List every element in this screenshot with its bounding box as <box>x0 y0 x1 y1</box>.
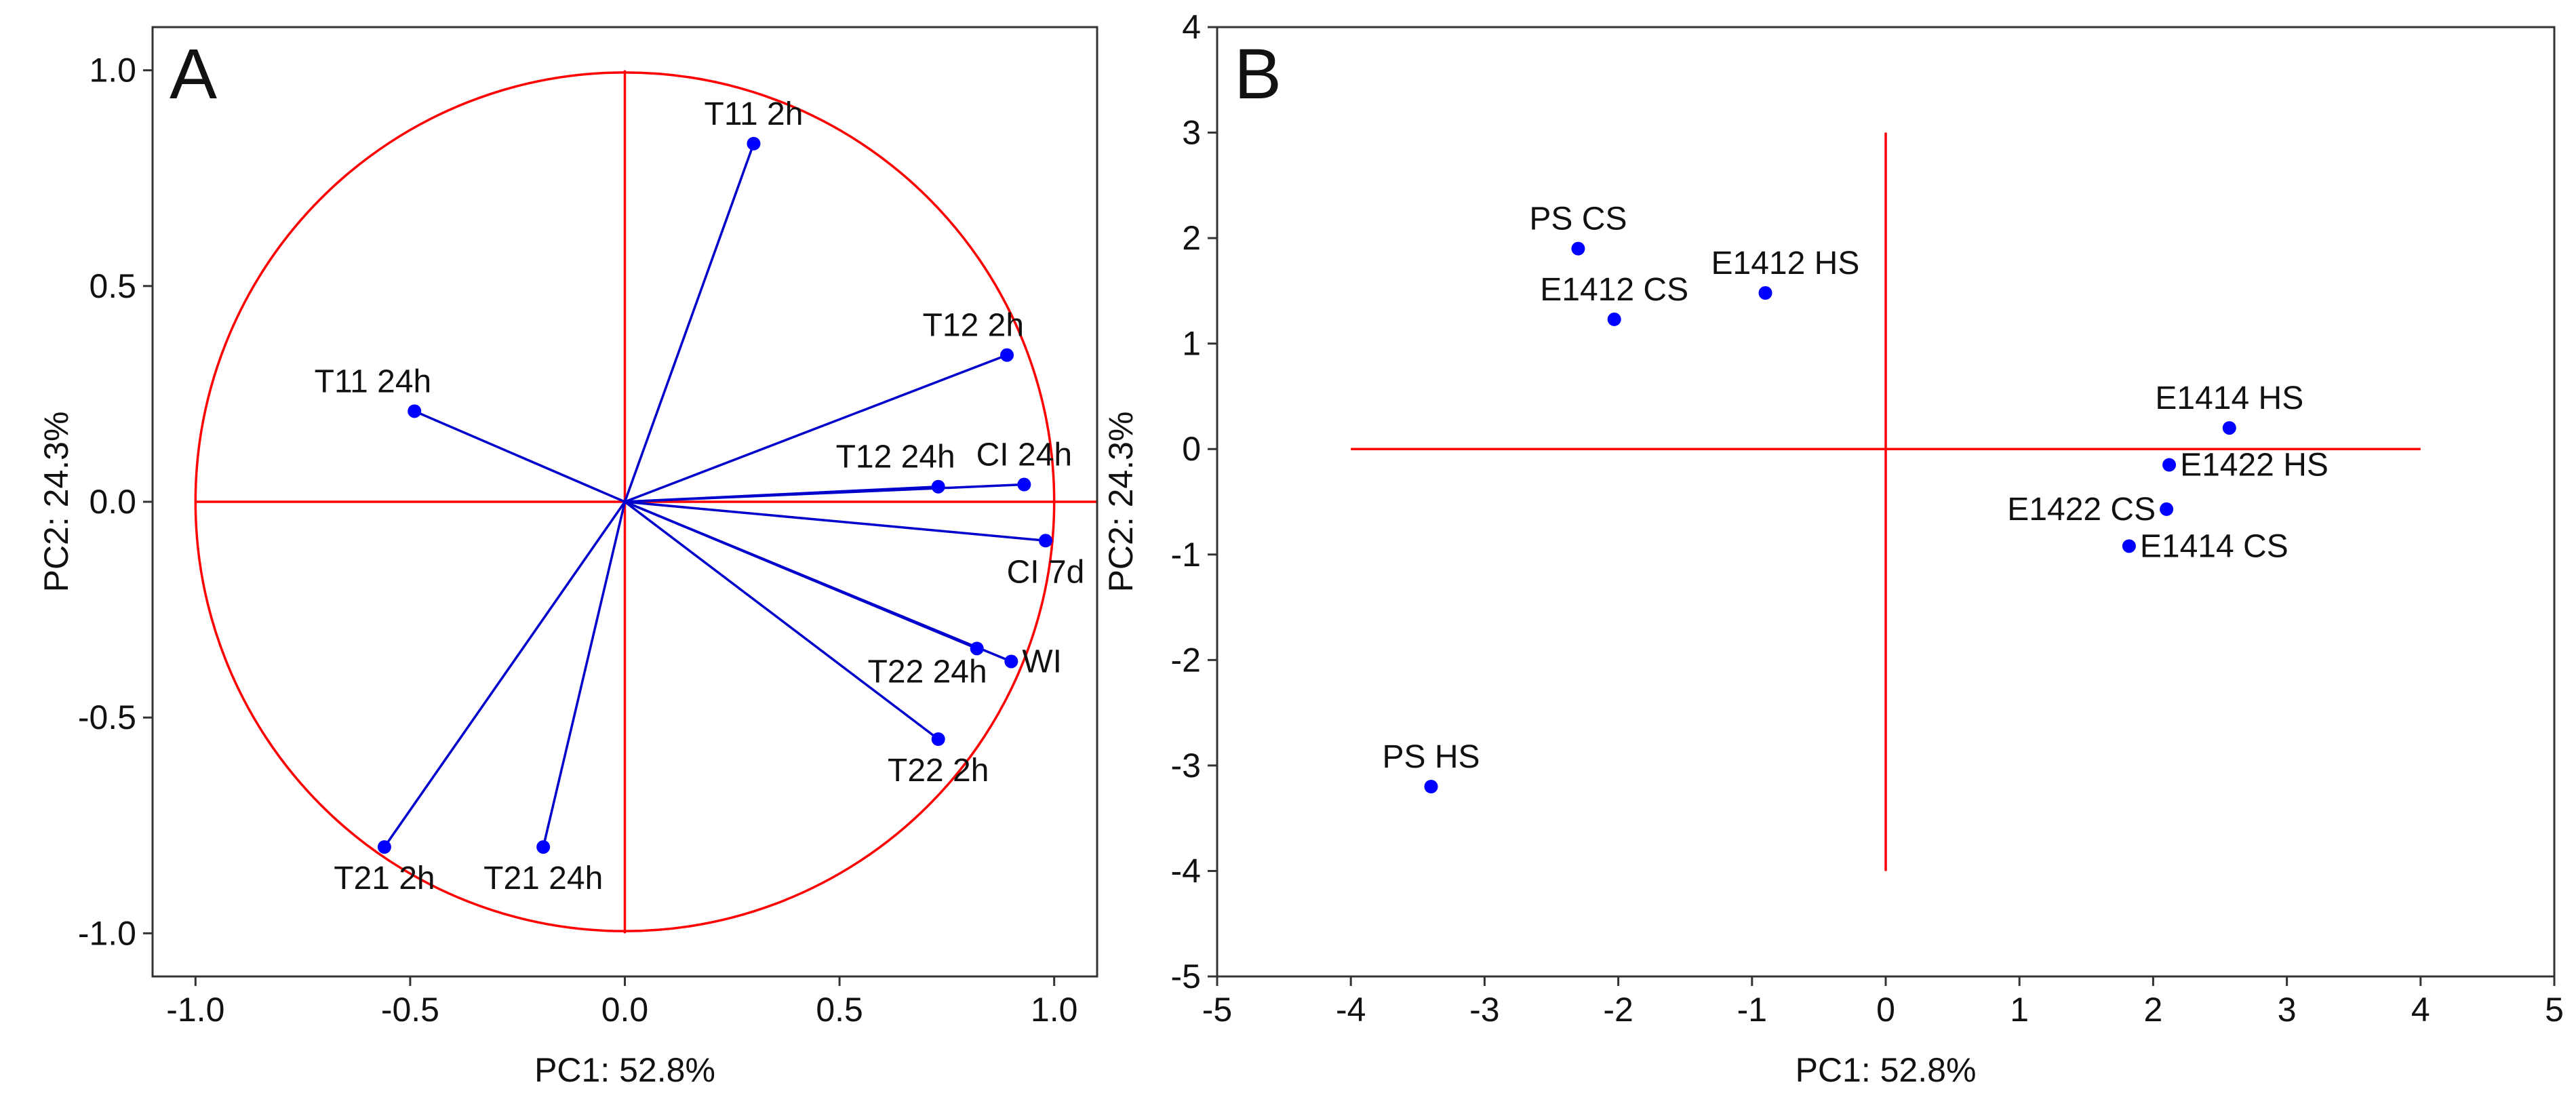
score-label: E1412 HS <box>1711 245 1860 281</box>
x-tick-label: -5 <box>1202 991 1232 1029</box>
y-tick-label: -1 <box>1171 536 1201 574</box>
score-points <box>1424 241 2236 793</box>
x-tick-label: -4 <box>1336 991 1366 1029</box>
loading-label: T12 24h <box>836 439 955 475</box>
x-tick-label: -3 <box>1469 991 1499 1029</box>
loading-point <box>408 404 422 418</box>
y-tick-label: -4 <box>1171 852 1201 890</box>
x-tick-label: -0.5 <box>381 991 439 1029</box>
score-label: E1412 CS <box>1540 272 1688 308</box>
score-point <box>1571 241 1585 256</box>
loading-point <box>1017 477 1031 492</box>
score-point <box>1424 780 1438 793</box>
loading-vector <box>623 143 755 502</box>
loading-labels: T11 2h T12 2h T11 24h T12 24h CI 24h CI 7d T22… <box>315 96 1085 896</box>
x-tick-label: 4 <box>2411 991 2430 1029</box>
x-tick-label: 0.0 <box>601 991 649 1029</box>
panel-a-y-ticks: -1.0 -0.5 0.0 0.5 1.0 <box>78 52 153 952</box>
loading-point <box>1039 534 1053 548</box>
x-tick-label: -1.0 <box>166 991 224 1029</box>
score-point <box>2222 421 2236 435</box>
x-tick-label: 1 <box>2010 991 2029 1029</box>
score-point <box>1758 286 1772 300</box>
y-tick-label: 1 <box>1182 325 1201 363</box>
loading-vector <box>625 500 1046 542</box>
score-label: E1422 HS <box>2180 448 2329 483</box>
loading-point <box>377 840 391 854</box>
y-tick-label: 0 <box>1182 430 1201 468</box>
loading-vectors <box>383 143 1046 848</box>
y-tick-label: 0.0 <box>89 483 136 521</box>
loading-vector <box>624 500 1012 663</box>
y-tick-label: -3 <box>1171 747 1201 785</box>
loading-points <box>377 136 1053 854</box>
loading-vector <box>542 501 627 848</box>
loading-label: CI 7d <box>1007 554 1085 590</box>
panel-a-x-axis-title: PC1: 52.8% <box>534 1051 715 1089</box>
score-labels: PS CS E1412 CS E1412 HS E1414 HS E1422 HS E14… <box>1382 201 2328 775</box>
loading-point <box>931 732 945 746</box>
score-point <box>2160 502 2174 516</box>
x-tick-label: 0.5 <box>816 991 863 1029</box>
score-point <box>2122 539 2136 553</box>
loading-label: T21 24h <box>483 860 603 896</box>
loading-vector <box>624 354 1008 503</box>
loading-vector <box>625 483 1025 503</box>
loading-point <box>1000 348 1014 362</box>
loading-label: T22 24h <box>868 654 987 690</box>
loading-point <box>747 136 761 151</box>
y-tick-label: 0.5 <box>89 267 136 305</box>
y-tick-label: -2 <box>1171 641 1201 679</box>
y-tick-label: 3 <box>1182 114 1201 152</box>
score-label: E1414 CS <box>2140 528 2288 564</box>
score-label: E1422 CS <box>2007 492 2156 528</box>
y-tick-label: 1.0 <box>89 52 136 90</box>
panel-a: T11 2h T12 2h T11 24h T12 24h CI 24h CI 7d T22… <box>37 26 1098 1089</box>
panel-b-x-ticks: -5 -4 -3 -2 -1 0 1 2 3 4 5 <box>1202 976 2564 1029</box>
score-label: PS CS <box>1529 201 1627 237</box>
x-tick-label: 3 <box>2278 991 2297 1029</box>
x-tick-label: 1.0 <box>1031 991 1078 1029</box>
loading-label: WI <box>1022 644 1062 679</box>
panel-b-reference-lines <box>1351 132 2421 871</box>
loading-vector <box>414 410 626 503</box>
loading-label: T12 2h <box>923 308 1024 344</box>
panel-b-y-ticks: -5 -4 -3 -2 -1 0 1 2 3 4 <box>1171 8 1217 995</box>
score-point <box>1607 312 1621 326</box>
loading-point <box>970 641 984 656</box>
x-tick-label: -1 <box>1737 991 1767 1029</box>
panel-b-letter: B <box>1234 35 1282 114</box>
panel-b-x-axis-title: PC1: 52.8% <box>1796 1051 1977 1089</box>
score-point <box>2162 458 2177 472</box>
loading-label: T11 24h <box>315 363 432 399</box>
x-tick-label: 0 <box>1876 991 1895 1029</box>
loading-point <box>536 840 551 854</box>
panel-b: PS CS E1412 CS E1412 HS E1414 HS E1422 HS E14… <box>1102 8 2564 1089</box>
x-tick-label: 2 <box>2143 991 2162 1029</box>
y-tick-label: 2 <box>1182 219 1201 257</box>
loading-vector <box>383 500 626 848</box>
loading-vector <box>624 500 939 740</box>
panel-b-y-axis-title: PC2: 24.3% <box>1102 412 1140 593</box>
y-tick-label: -5 <box>1171 957 1201 995</box>
score-label: PS HS <box>1382 739 1480 775</box>
loading-label: T21 2h <box>334 860 435 896</box>
loading-point <box>931 479 945 494</box>
loading-point <box>1004 654 1018 669</box>
score-label: E1414 HS <box>2155 380 2303 416</box>
y-tick-label: 4 <box>1182 8 1201 46</box>
panel-a-x-ticks: -1.0 -0.5 0.0 0.5 1.0 <box>166 976 1077 1029</box>
x-tick-label: 5 <box>2545 991 2564 1029</box>
panel-a-letter: A <box>170 35 217 114</box>
y-tick-label: -0.5 <box>78 698 136 736</box>
panel-a-y-axis-title: PC2: 24.3% <box>37 412 75 593</box>
loading-label: CI 24h <box>976 437 1072 473</box>
loading-label: T11 2h <box>705 96 804 132</box>
loading-label: T22 2h <box>888 753 989 789</box>
x-tick-label: -2 <box>1603 991 1633 1029</box>
y-tick-label: -1.0 <box>78 914 136 952</box>
